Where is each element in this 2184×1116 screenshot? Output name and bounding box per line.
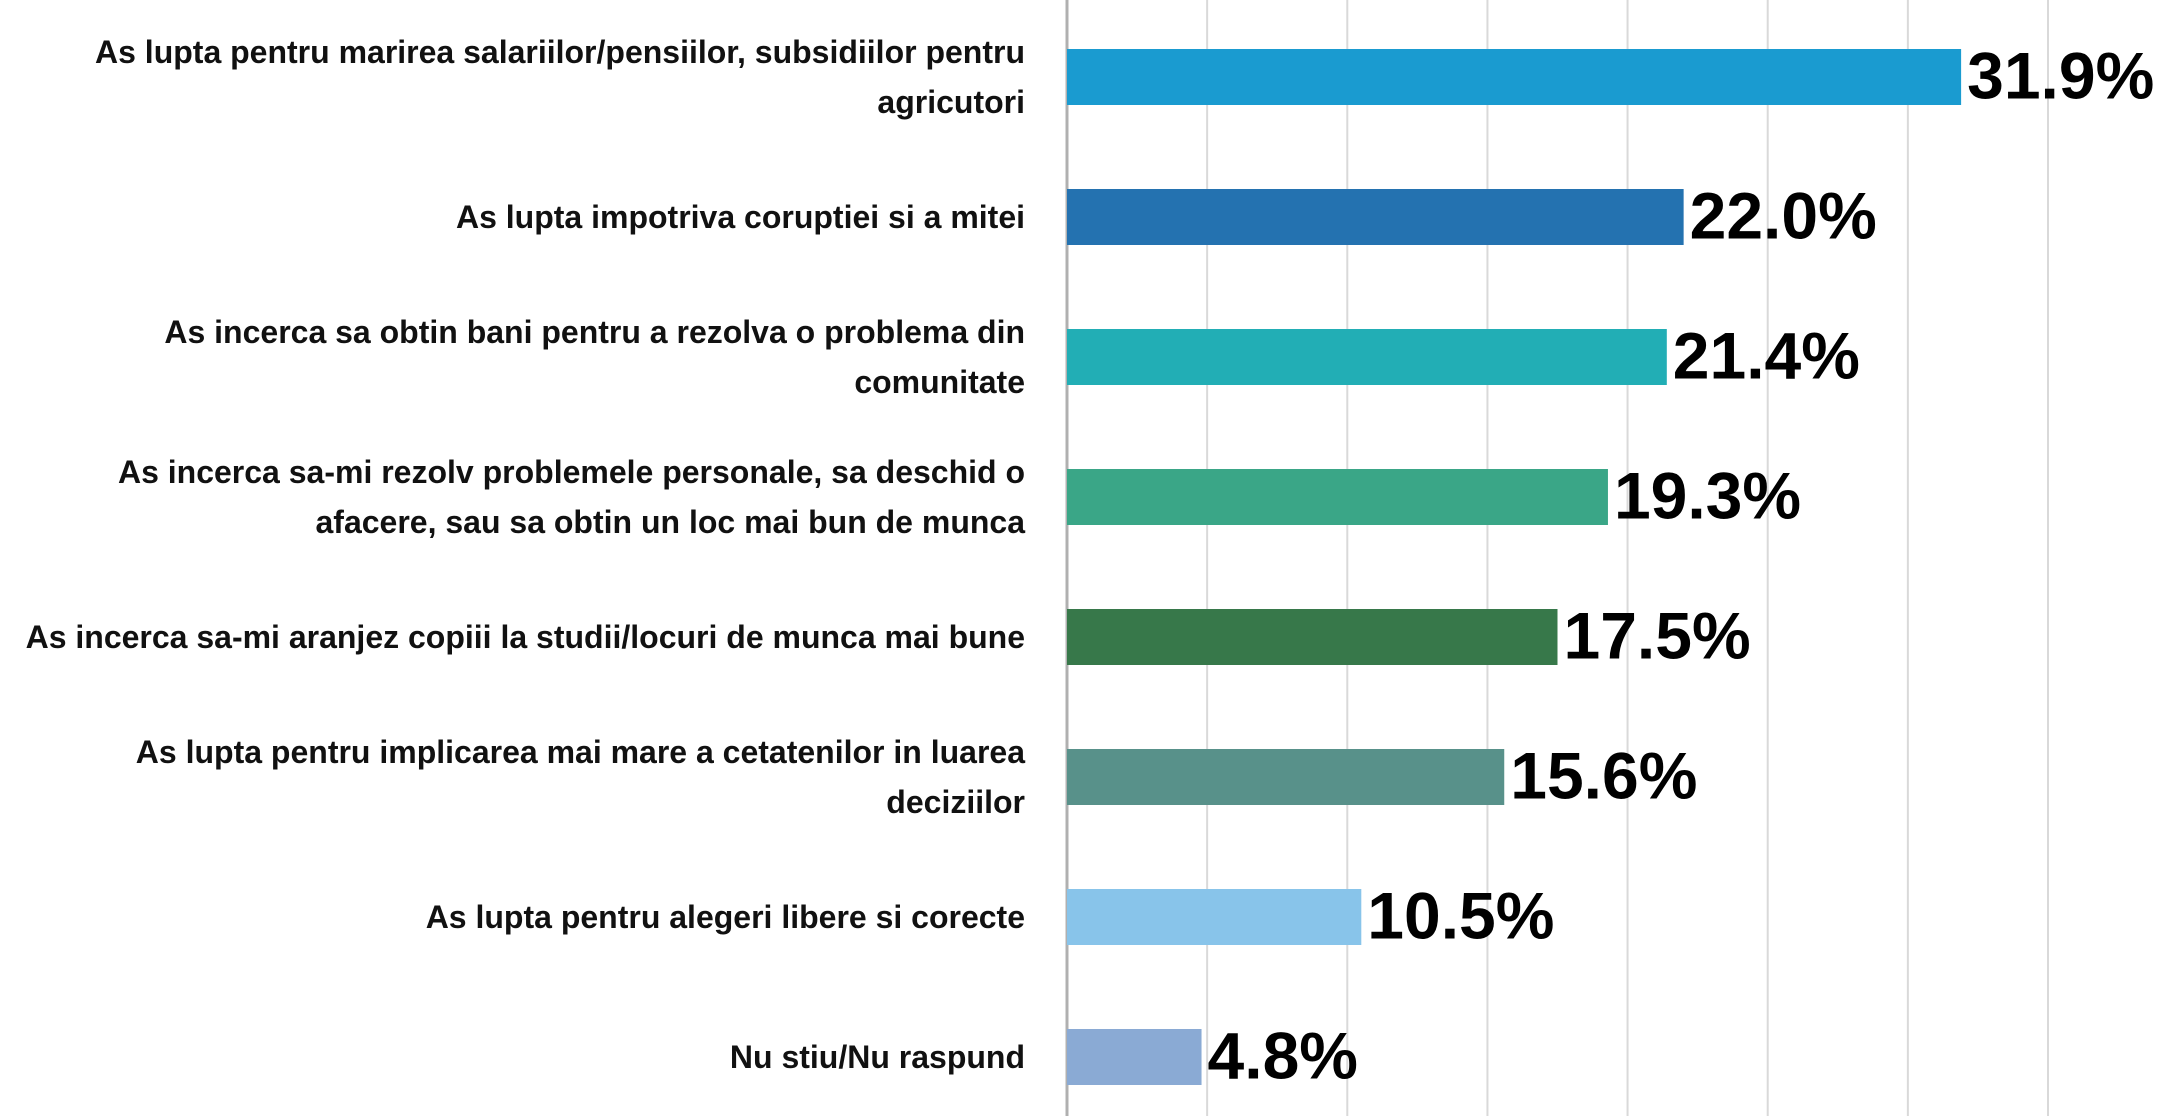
- category-label: As incerca sa-mi aranjez copiii la studi…: [25, 619, 1025, 655]
- value-label: 31.9%: [1967, 38, 2154, 112]
- bar: [1067, 49, 1962, 105]
- category-label: As incerca sa obtin bani pentru a rezolv…: [164, 314, 1025, 400]
- category-label: As lupta pentru alegeri libere si corect…: [425, 899, 1025, 935]
- category-label: As lupta impotriva coruptiei si a mitei: [455, 199, 1025, 235]
- bar: [1067, 469, 1608, 525]
- value-label: 15.6%: [1510, 738, 1697, 812]
- value-label: 17.5%: [1564, 598, 1751, 672]
- bar: [1067, 189, 1684, 245]
- category-label: As lupta pentru implicarea mai mare a ce…: [135, 734, 1025, 820]
- bar: [1067, 749, 1505, 805]
- value-label: 21.4%: [1673, 318, 1860, 392]
- bar: [1067, 329, 1667, 385]
- bar: [1067, 609, 1558, 665]
- category-label: As lupta pentru marirea salariilor/pensi…: [95, 34, 1025, 120]
- category-label: As incerca sa-mi rezolv problemele perso…: [117, 454, 1025, 540]
- category-label: Nu stiu/Nu raspund: [729, 1039, 1025, 1075]
- value-label: 22.0%: [1690, 178, 1877, 252]
- bar: [1067, 1029, 1202, 1085]
- value-label: 10.5%: [1367, 878, 1554, 952]
- bar: [1067, 889, 1362, 945]
- value-label: 19.3%: [1614, 458, 1801, 532]
- value-label: 4.8%: [1208, 1018, 1358, 1092]
